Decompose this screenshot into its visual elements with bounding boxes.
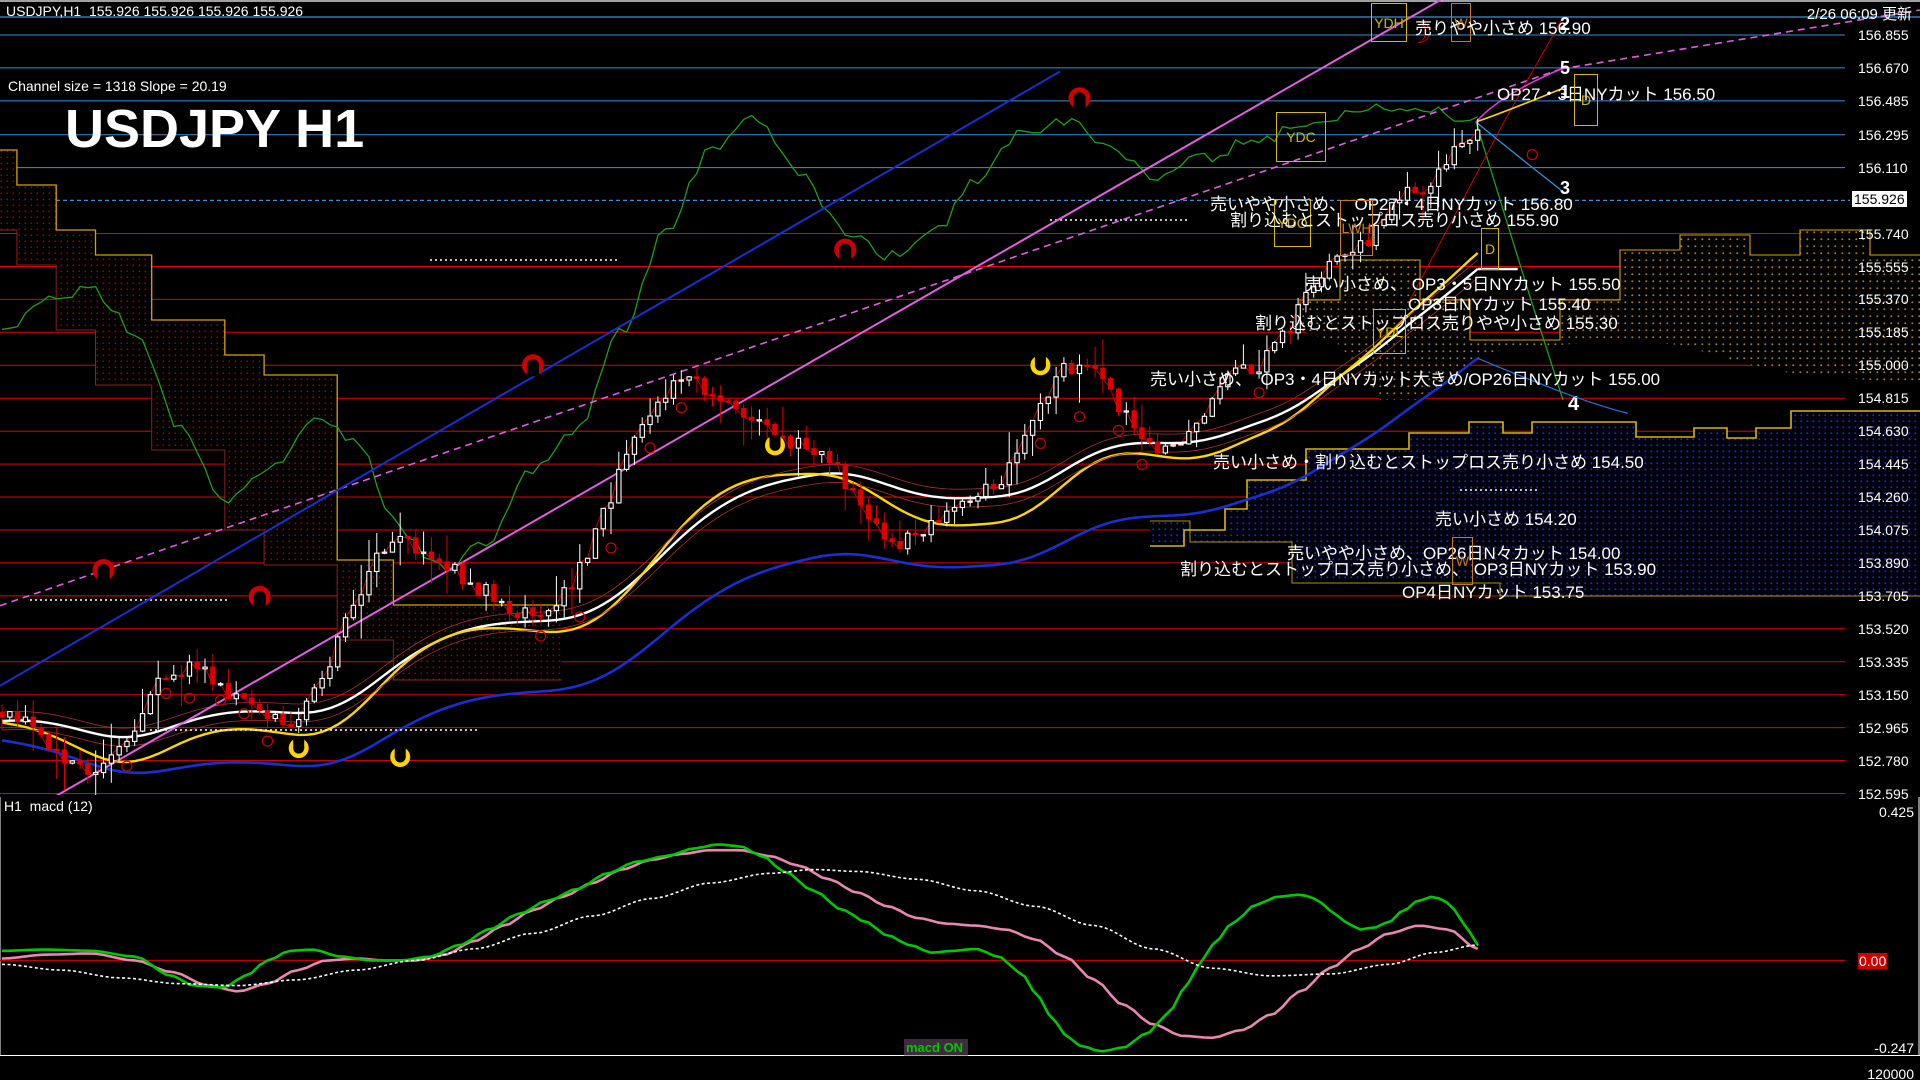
svg-text:2/26: 2/26 (234, 1060, 263, 1077)
svg-text:macd ON: macd ON (906, 1040, 963, 1055)
svg-text:2/25: 2/25 (36, 1060, 65, 1077)
